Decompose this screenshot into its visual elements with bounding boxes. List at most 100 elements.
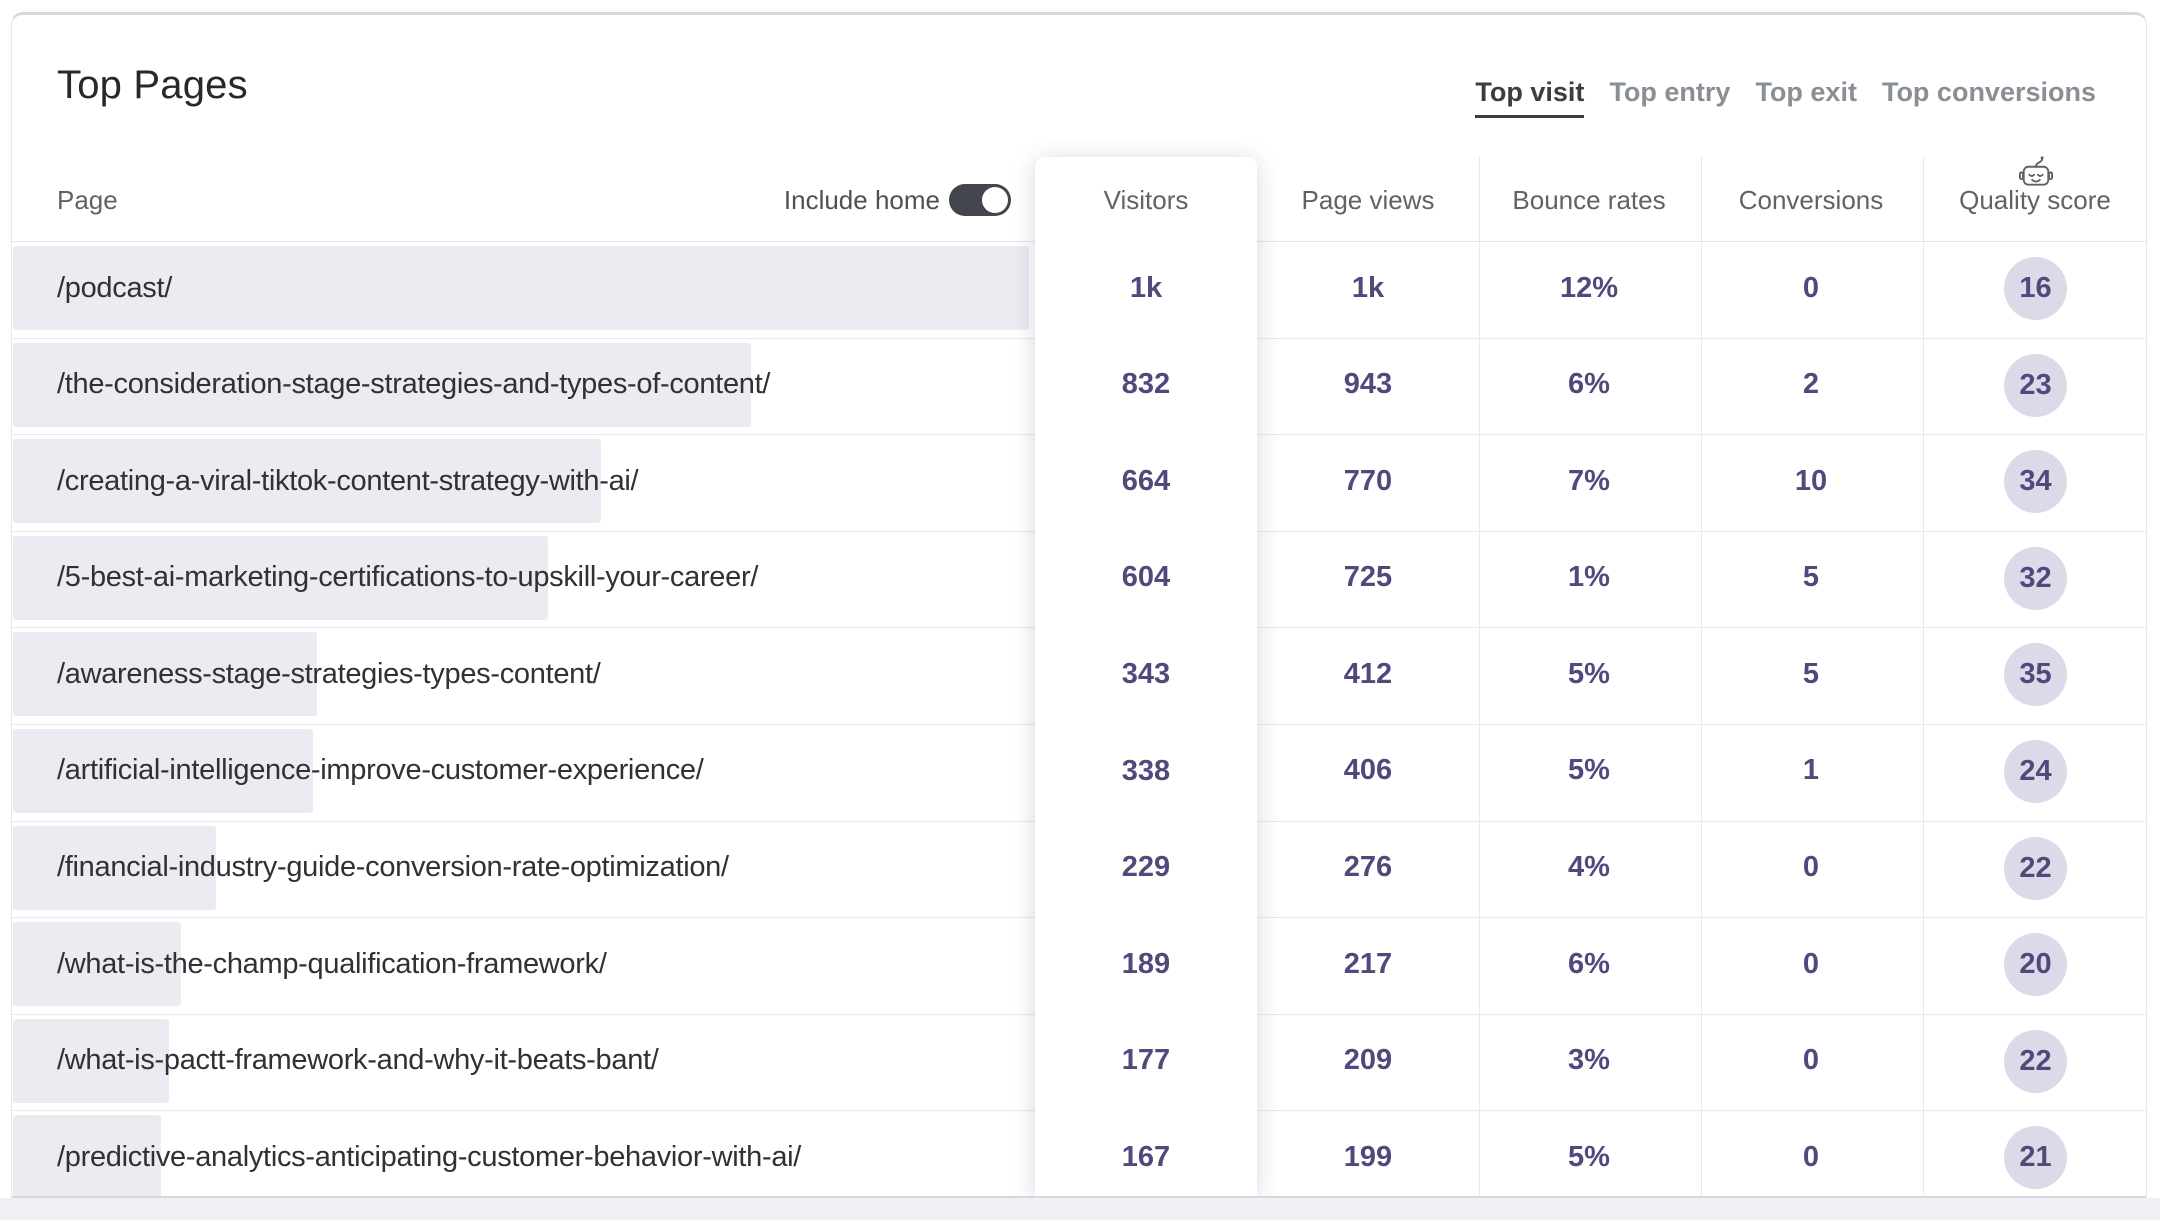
column-divider [1701, 157, 1702, 1196]
quality-score-badge: 22 [2004, 836, 2067, 900]
quality-score-badge: 16 [2004, 257, 2067, 320]
page-title: Top Pages [57, 63, 248, 107]
column-header-page-views: Page views [1301, 184, 1435, 215]
visitors-column-panel[interactable]: Visitors 1k 832 664 604 343 338 229 189 177 167 [1035, 157, 1257, 1196]
quality-score-badge: 22 [2004, 1029, 2067, 1093]
table-row: /the-consideration-stage-strategies-and-… [12, 339, 2146, 436]
toggle-knob [982, 187, 1008, 213]
page-path[interactable]: /the-consideration-stage-strategies-and-… [57, 368, 771, 401]
page-background-strip [0, 1198, 2160, 1220]
visitors-bar [13, 246, 1029, 330]
include-home-label: Include home [783, 184, 940, 215]
conversions-value: 5 [1802, 561, 1820, 594]
page-path[interactable]: /financial-industry-guide-conversion-rat… [57, 851, 729, 884]
conversions-value: 5 [1802, 657, 1820, 690]
visitors-value: 604 [1121, 561, 1171, 594]
column-header-bounce-rates: Bounce rates [1512, 184, 1666, 215]
tab-top-entry[interactable]: Top entry [1609, 77, 1731, 107]
bounce-rate-value: 12% [1559, 271, 1619, 304]
page-views-value: 1k [1351, 271, 1385, 304]
page-path[interactable]: /podcast/ [57, 271, 172, 304]
page-views-value: 770 [1343, 464, 1393, 497]
page-views-value: 276 [1343, 851, 1393, 884]
bounce-rate-value: 5% [1568, 657, 1610, 690]
page-views-value: 406 [1343, 754, 1393, 787]
top-pages-card: Top Pages Top visit Top entry Top exit Top … [11, 12, 2147, 1198]
visitors-bar [13, 342, 751, 427]
robot-icon [2019, 155, 2053, 192]
column-divider [1479, 157, 1480, 1196]
visitors-bar [13, 632, 317, 717]
conversions-value: 0 [1802, 1044, 1820, 1077]
page-path[interactable]: /creating-a-viral-tiktok-content-strateg… [57, 464, 639, 497]
quality-score-badge: 23 [2004, 353, 2067, 417]
page-views-value: 217 [1343, 947, 1393, 980]
table-row: /5-best-ai-marketing-certifications-to-u… [12, 532, 2146, 629]
page-path[interactable]: /what-is-pactt-framework-and-why-it-beat… [57, 1044, 659, 1077]
visitors-bar [13, 535, 549, 620]
table-row: /artificial-intelligence-improve-custome… [12, 725, 2146, 822]
conversions-value: 10 [1794, 464, 1828, 497]
column-header-conversions: Conversions [1738, 184, 1884, 215]
visitors-value: 189 [1121, 947, 1171, 980]
quality-score-badge: 20 [2004, 933, 2067, 997]
page-path[interactable]: /awareness-stage-strategies-types-conten… [57, 657, 601, 690]
visitors-bar [13, 825, 217, 910]
page-views-value: 943 [1343, 368, 1393, 401]
table-row: /financial-industry-guide-conversion-rat… [12, 822, 2146, 919]
bounce-rate-value: 7% [1568, 464, 1610, 497]
report-tabs: Top visit Top entry Top exit Top conversion… [1475, 77, 2096, 118]
tab-top-visit[interactable]: Top visit [1475, 77, 1585, 118]
table-row: /podcast/1k 12% 0 16 [12, 242, 2146, 339]
visitors-value: 167 [1121, 1140, 1171, 1173]
visitors-bar [13, 1018, 170, 1103]
visitors-value: 832 [1121, 368, 1171, 401]
include-home-toggle[interactable] [949, 184, 1011, 216]
conversions-value: 0 [1802, 947, 1820, 980]
tab-top-exit[interactable]: Top exit [1755, 77, 1857, 107]
visitors-value: 1k [1129, 271, 1163, 304]
tab-top-conversions[interactable]: Top conversions [1881, 77, 2096, 107]
bounce-rate-value: 5% [1568, 754, 1610, 787]
column-header-page: Page [57, 184, 118, 215]
conversions-value: 1 [1802, 754, 1820, 787]
page-path[interactable]: /what-is-the-champ-qualification-framewo… [57, 947, 607, 980]
page-path[interactable]: /5-best-ai-marketing-certifications-to-u… [57, 561, 759, 594]
visitors-value: 338 [1121, 754, 1171, 787]
pages-table-body: /podcast/1k 12% 0 16/the-consideration-stag… [12, 242, 2146, 1196]
bounce-rate-value: 6% [1568, 368, 1610, 401]
quality-score-badge: 34 [2004, 450, 2067, 514]
visitors-value: 177 [1121, 1044, 1171, 1077]
visitors-bar [13, 922, 181, 1007]
conversions-value: 0 [1802, 1140, 1820, 1173]
column-header-visitors: Visitors [1103, 184, 1189, 215]
page-views-value: 412 [1343, 657, 1393, 690]
page-views-value: 209 [1343, 1044, 1393, 1077]
page-views-value: 199 [1343, 1140, 1393, 1173]
visitors-value: 664 [1121, 464, 1171, 497]
bounce-rate-value: 3% [1568, 1044, 1610, 1077]
column-header-quality-score: Quality score [1959, 184, 2111, 215]
visitors-bar [13, 728, 313, 813]
bounce-rate-value: 6% [1568, 947, 1610, 980]
bounce-rate-value: 5% [1568, 1140, 1610, 1173]
quality-score-badge: 35 [2004, 643, 2067, 707]
table-row: /what-is-pactt-framework-and-why-it-beat… [12, 1015, 2146, 1112]
visitors-bar [13, 1115, 162, 1196]
page-views-value: 725 [1343, 561, 1393, 594]
quality-score-badge: 21 [2004, 1126, 2067, 1190]
conversions-value: 0 [1802, 271, 1820, 304]
bounce-rate-value: 4% [1568, 851, 1610, 884]
visitors-value: 229 [1121, 851, 1171, 884]
page-path[interactable]: /artificial-intelligence-improve-custome… [57, 754, 704, 787]
conversions-value: 2 [1802, 368, 1820, 401]
quality-score-badge: 24 [2004, 739, 2067, 803]
table-row: /predictive-analytics-anticipating-custo… [12, 1111, 2146, 1196]
visitors-value: 343 [1121, 657, 1171, 690]
column-divider [1923, 157, 1924, 1196]
visitors-bar [13, 439, 602, 524]
quality-score-badge: 32 [2004, 546, 2067, 610]
conversions-value: 0 [1802, 851, 1820, 884]
page-path[interactable]: /predictive-analytics-anticipating-custo… [57, 1140, 802, 1173]
table-row: /awareness-stage-strategies-types-conten… [12, 628, 2146, 725]
